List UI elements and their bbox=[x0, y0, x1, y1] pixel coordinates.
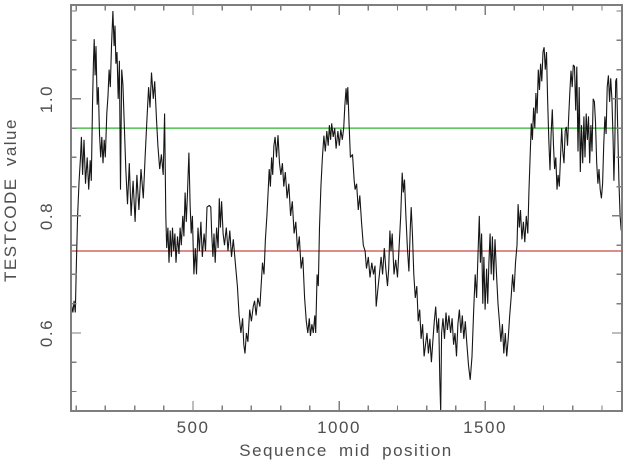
y-tick-label-0.6: 0.6 bbox=[37, 318, 56, 348]
x-tick-label-1000: 1000 bbox=[317, 418, 361, 437]
plot-canvas bbox=[70, 4, 623, 412]
x-axis-title: Sequence mid position bbox=[239, 441, 453, 460]
y-axis-title: TESTCODE value bbox=[1, 118, 20, 282]
plot-area bbox=[70, 4, 623, 412]
y-tick-label-1.0: 1.0 bbox=[37, 84, 56, 114]
x-tick-label-1500: 1500 bbox=[463, 418, 507, 437]
series-testcode bbox=[70, 10, 623, 412]
y-tick-label-0.8: 0.8 bbox=[37, 201, 56, 231]
x-tick-label-500: 500 bbox=[176, 418, 210, 437]
plot-frame bbox=[70, 4, 623, 412]
